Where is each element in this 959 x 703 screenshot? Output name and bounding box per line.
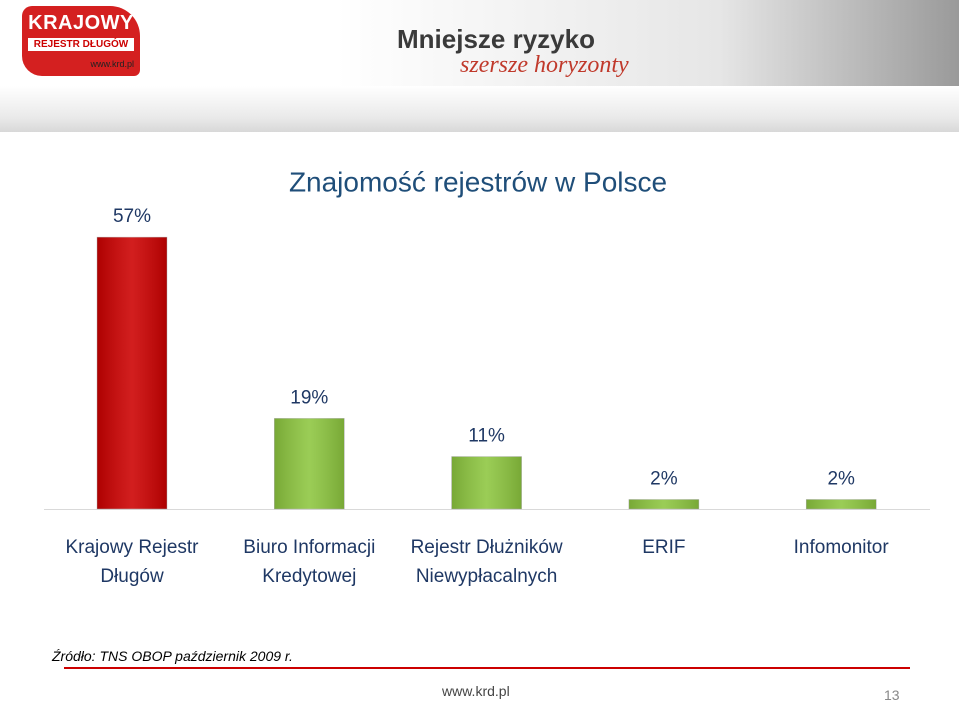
value-label: 11% — [468, 426, 505, 447]
footer-url: www.krd.pl — [442, 683, 510, 699]
logo-title: KRAJOWY — [28, 12, 134, 34]
bar-shade — [97, 237, 167, 510]
logo: KRAJOWY REJESTR DŁUGÓW www.krd.pl — [22, 6, 140, 76]
bar-shade — [806, 499, 877, 509]
value-label: 57% — [113, 206, 151, 227]
value-label: 2% — [650, 468, 678, 489]
source-note: Źródło: TNS OBOP październik 2009 r. — [52, 648, 293, 664]
header-band — [0, 0, 959, 132]
bar-shade — [628, 499, 699, 509]
category-label: Infomonitor — [793, 537, 889, 558]
slogan-sub: szersze horyzonty — [460, 52, 629, 78]
logo-url: www.krd.pl — [90, 59, 134, 69]
header-strip — [0, 86, 959, 132]
value-label: 19% — [290, 387, 328, 408]
value-label: 2% — [827, 468, 855, 489]
slogan: Mniejsze ryzyko — [397, 24, 595, 54]
category-label: Rejestr Dłużników Niewypłacalnych — [410, 537, 563, 587]
logo-subtitle: REJESTR DŁUGÓW — [28, 38, 134, 51]
bar-shade — [274, 418, 345, 509]
bar-shade — [451, 456, 522, 509]
category-label: ERIF — [642, 537, 686, 558]
category-label: Biuro Informacji Kredytowej — [243, 537, 376, 587]
category-label: Krajowy Rejestr Długów — [65, 537, 199, 587]
footer-line — [64, 667, 910, 669]
page-number: 13 — [884, 687, 900, 703]
chart-title: Znajomość rejestrów w Polsce — [289, 166, 667, 197]
